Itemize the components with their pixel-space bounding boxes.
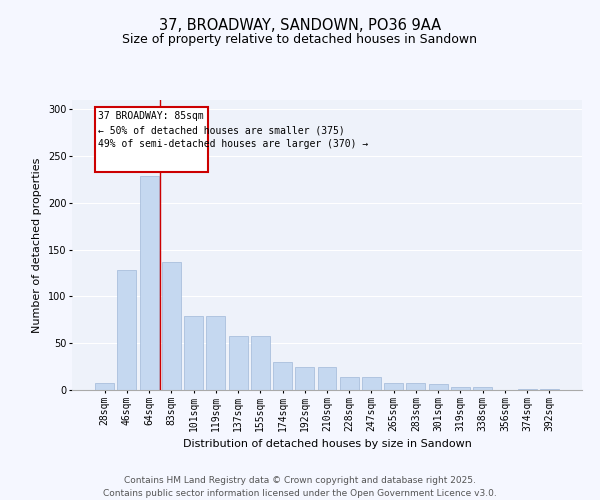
Bar	[429, 384, 448, 390]
Bar	[362, 377, 381, 390]
Bar	[451, 387, 470, 390]
Text: 37 BROADWAY: 85sqm
← 50% of detached houses are smaller (375)
49% of semi-detach: 37 BROADWAY: 85sqm ← 50% of detached hou…	[98, 111, 368, 149]
Bar	[317, 366, 337, 390]
Bar	[118, 270, 136, 390]
Bar	[384, 384, 403, 390]
Bar	[251, 336, 270, 390]
Bar	[162, 262, 181, 390]
Bar	[518, 389, 536, 390]
Text: Size of property relative to detached houses in Sandown: Size of property relative to detached ho…	[122, 32, 478, 46]
Bar	[95, 384, 114, 390]
Bar	[140, 176, 158, 390]
Bar	[540, 389, 559, 390]
Bar	[206, 316, 225, 390]
Bar	[406, 384, 425, 390]
Bar	[184, 316, 203, 390]
Text: 37, BROADWAY, SANDOWN, PO36 9AA: 37, BROADWAY, SANDOWN, PO36 9AA	[159, 18, 441, 32]
Bar	[95, 106, 208, 172]
Text: Contains HM Land Registry data © Crown copyright and database right 2025.
Contai: Contains HM Land Registry data © Crown c…	[103, 476, 497, 498]
Bar	[229, 336, 248, 390]
Bar	[473, 387, 492, 390]
Bar	[273, 362, 292, 390]
Bar	[295, 366, 314, 390]
Y-axis label: Number of detached properties: Number of detached properties	[32, 158, 42, 332]
X-axis label: Distribution of detached houses by size in Sandown: Distribution of detached houses by size …	[182, 439, 472, 449]
Bar	[340, 377, 359, 390]
